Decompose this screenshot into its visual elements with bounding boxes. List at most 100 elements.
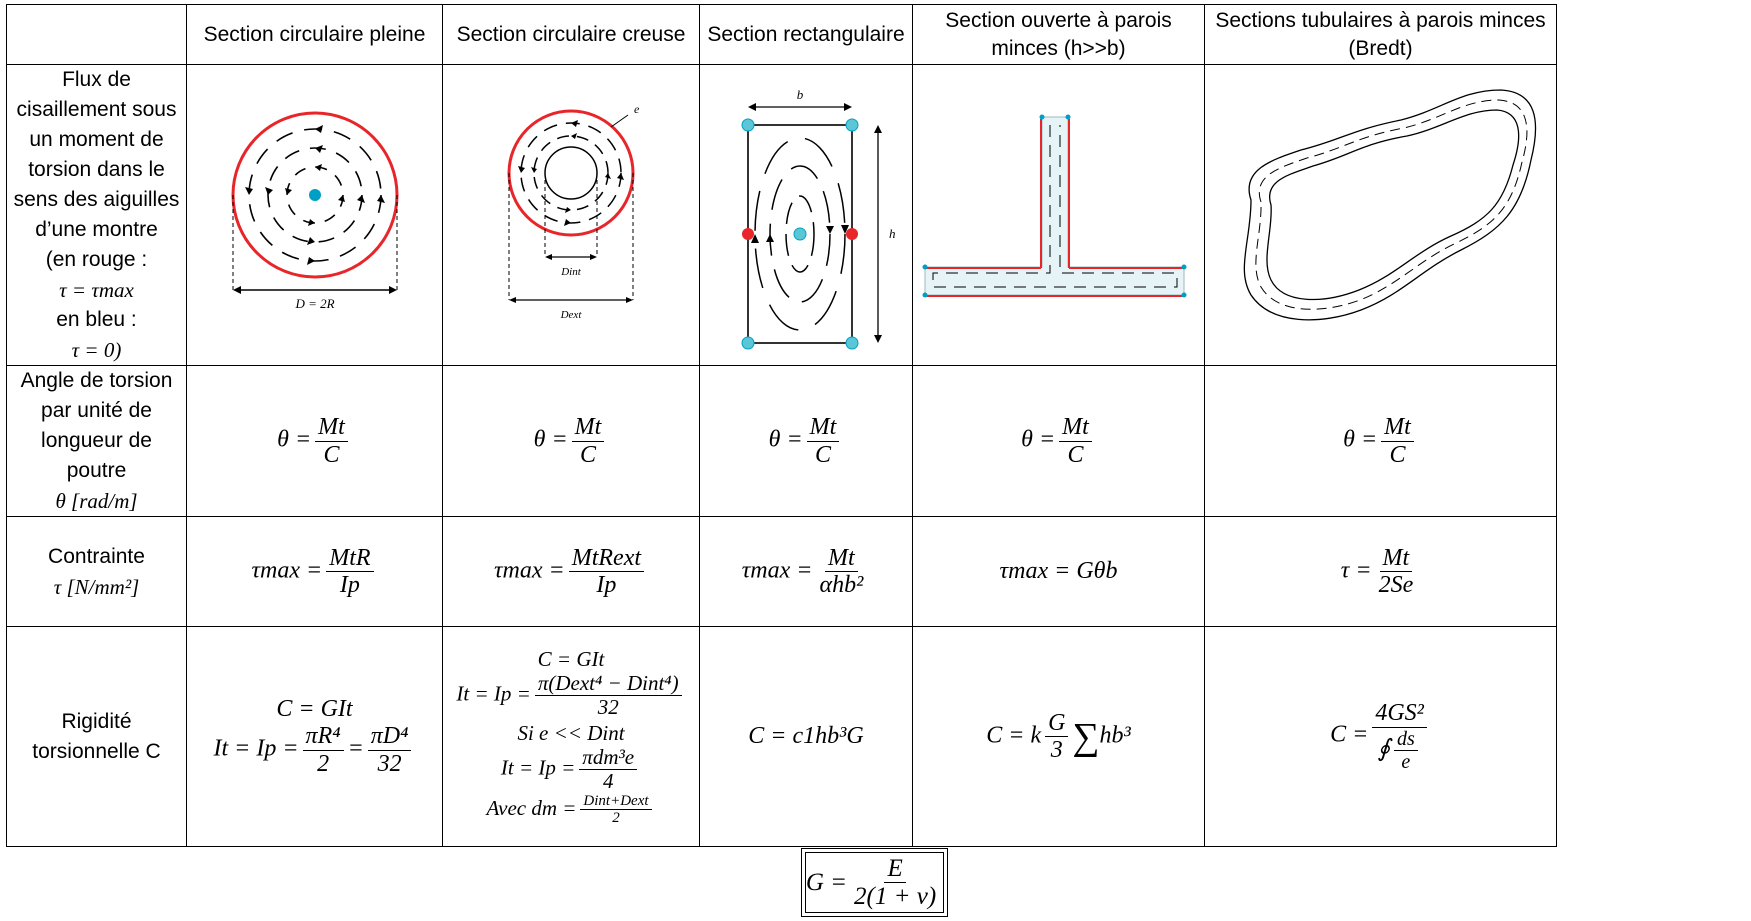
formula-line: Avec dm = Dint+Dext 2 xyxy=(443,793,699,827)
flux-label-tau-zero: τ = 0) xyxy=(71,338,122,362)
formula-lhs: θ = xyxy=(1021,426,1056,453)
formula-lhs: G = xyxy=(805,868,848,896)
fraction-denominator: Ip xyxy=(596,572,617,598)
formula-lhs: τ = xyxy=(1340,557,1372,584)
stress-formula-open: τmax = Gθb xyxy=(912,516,1205,627)
formula-fraction: Dint+Dext 2 xyxy=(580,793,652,827)
fraction-denominator: 32 xyxy=(597,695,619,720)
dim-Dint-label: Dint xyxy=(560,266,582,278)
flux-label-line: cisaillement sous xyxy=(16,98,177,121)
angle-row: Angle de torsion par unité de longueur d… xyxy=(6,365,1557,517)
formula-lhs: Avec dm = xyxy=(486,795,577,820)
formula-fraction: Mt C xyxy=(1059,414,1092,468)
hollow-outer-circle xyxy=(507,109,635,237)
formula-rhs: hb³ xyxy=(1099,722,1131,749)
stress-formula-rect: τmax = Mt αhb² xyxy=(699,516,913,627)
fraction-denominator: C xyxy=(323,441,340,468)
angle-row-label: Angle de torsion par unité de longueur d… xyxy=(6,365,187,517)
header-rectangle: Section rectangulaire xyxy=(699,4,913,65)
fraction-numerator: 4GS² xyxy=(1372,700,1427,728)
formula-fraction: MtRext Ip xyxy=(568,545,645,599)
dim-e-label: e xyxy=(634,102,640,116)
formula-lhs: It = Ip = xyxy=(213,735,299,762)
fraction-numerator: Mt xyxy=(806,414,840,442)
fraction-numerator: πdm³e xyxy=(579,745,638,770)
open-section-figure xyxy=(922,114,1186,298)
full-circle-figure-cell: D = 2R xyxy=(186,64,443,366)
hollow-inner-circle xyxy=(544,146,598,200)
formula-fraction: Mt C xyxy=(315,414,348,468)
formula-fraction: Mt αhb² xyxy=(816,545,866,599)
flux-label-line: Flux de xyxy=(62,68,131,91)
formula-lhs: θ = xyxy=(1343,426,1378,453)
dim-D-label: D = 2R xyxy=(294,296,334,311)
bredt-figure-cell xyxy=(1204,64,1557,366)
formula-lhs: τmax = xyxy=(251,557,323,584)
fraction-numerator: Mt xyxy=(825,545,858,572)
flux-label-line: torsion dans le xyxy=(28,158,165,181)
fraction-numerator: MtRext xyxy=(568,545,645,572)
rigidity-formula-hollow: C = GIt It = Ip = π(Dext⁴ − Dint⁴) 32 Si e… xyxy=(442,626,700,847)
formula-fraction: π(Dext⁴ − Dint⁴) 32 xyxy=(534,672,682,720)
header-open-section: Section ouverte à parois minces (h>>b) xyxy=(912,4,1205,65)
fraction-numerator: E xyxy=(884,855,906,883)
fraction-numerator: G xyxy=(1045,710,1069,737)
formula-lhs: C = xyxy=(1330,722,1369,748)
flux-row-label: Flux de cisaillement sous un moment de t… xyxy=(6,64,187,366)
hollow-circle-figure-cell: e Dint Dext xyxy=(442,64,700,366)
fraction-numerator: Mt xyxy=(1059,414,1092,442)
rigidity-formula-bredt: C = 4GS² ∮ ds e xyxy=(1204,626,1557,847)
formula-fraction: Mt C xyxy=(1381,414,1414,468)
angle-label-line: longueur de xyxy=(41,429,152,452)
stress-row: Contrainte τ [N/mm²] τmax = MtR Ip τmax = M… xyxy=(6,516,1557,627)
fraction-denominator: e xyxy=(1401,750,1411,773)
formula-lhs: τmax = xyxy=(741,557,813,584)
dim-h-label: h xyxy=(889,226,896,241)
fraction-numerator: Dint+Dext xyxy=(580,793,652,811)
stress-label-line: Contrainte xyxy=(48,544,145,568)
fraction-denominator: C xyxy=(579,441,596,468)
fraction-denominator: αhb² xyxy=(819,572,864,598)
fraction-numerator: ds xyxy=(1393,728,1418,751)
hollow-circle-figure: e Dint Dext xyxy=(507,102,640,321)
fraction-denominator: 2 xyxy=(612,810,620,827)
formula-lhs: θ = xyxy=(533,426,568,453)
fraction-denominator: C xyxy=(1067,441,1084,468)
formula-lhs: It = Ip = xyxy=(456,681,531,706)
formula-fraction: πR⁴ 2 xyxy=(302,723,344,777)
rectangle-figure: b h xyxy=(741,87,896,350)
rigidity-formula-rect: C = c1hb³G xyxy=(699,626,913,847)
formula-lhs: θ = xyxy=(768,426,803,453)
contour-integral-symbol: ∮ xyxy=(1377,735,1390,762)
fraction-denominator: 2Se xyxy=(1378,572,1414,598)
formula-line: C = GIt xyxy=(276,696,353,723)
shear-modulus-formula-box: G = E 2(1 + ν) xyxy=(801,848,948,917)
fraction-numerator: Mt xyxy=(1381,414,1414,442)
formula-lhs: C = k xyxy=(986,722,1042,749)
angle-formula-rect: θ = Mt C xyxy=(699,365,913,517)
stress-row-label: Contrainte τ [N/mm²] xyxy=(6,516,187,627)
full-circle-figure: D = 2R xyxy=(231,111,398,311)
formula-fraction: Mt C xyxy=(806,414,840,468)
fraction-denominator: Ip xyxy=(339,572,360,598)
formula-lhs: θ = xyxy=(277,426,312,453)
fraction-denominator: C xyxy=(1389,441,1406,468)
flux-label-tau-max: τ = τmax xyxy=(59,278,134,302)
formula-text: C = c1hb³G xyxy=(748,723,864,749)
stress-formula-hollow: τmax = MtRext Ip xyxy=(442,516,700,627)
angle-formula-bredt: θ = Mt C xyxy=(1204,365,1557,517)
header-bredt: Sections tubulaires à parois minces (Bre… xyxy=(1204,4,1557,65)
fraction-numerator: Mt xyxy=(315,414,348,442)
header-row: Section circulaire pleine Section circul… xyxy=(6,4,1557,65)
formula-fraction: E 2(1 + ν) xyxy=(851,855,939,911)
formula-fraction: MtR Ip xyxy=(326,545,374,599)
formula-fraction: Mt C xyxy=(571,414,605,468)
rigidity-formula-full: C = GIt It = Ip = πR⁴ 2 = πD⁴ 32 xyxy=(186,626,443,847)
fraction-numerator: Mt xyxy=(1379,545,1413,572)
formula-fraction: 4GS² ∮ ds e xyxy=(1372,700,1427,773)
rigidity-row: Rigidité torsionnelle C C = GIt It = Ip … xyxy=(6,626,1557,847)
angle-formula-hollow: θ = Mt C xyxy=(442,365,700,517)
sum-symbol: ∑ xyxy=(1072,715,1100,758)
flux-label-line: sens des aiguilles xyxy=(13,188,180,211)
